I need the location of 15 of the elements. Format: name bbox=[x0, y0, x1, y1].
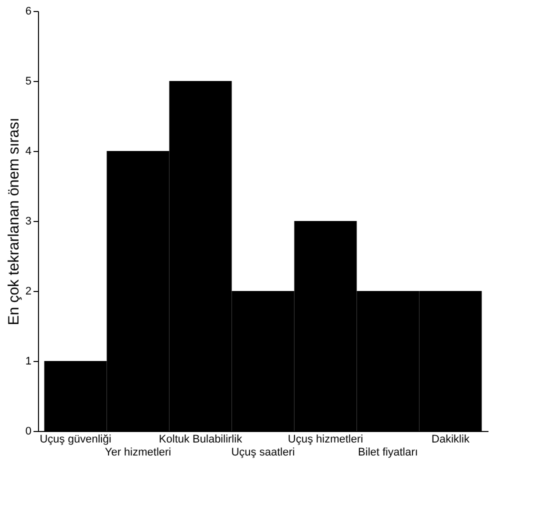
x-tick-label: Uçuş hizmetleri bbox=[288, 434, 364, 446]
y-tick-label: 1 bbox=[25, 356, 32, 368]
y-tick-label: 6 bbox=[25, 6, 32, 18]
x-tick-label: Dakiklik bbox=[432, 434, 470, 446]
y-tick-label: 5 bbox=[25, 76, 32, 88]
y-axis-title: En çok tekrarlanan önem sırası bbox=[5, 118, 22, 326]
x-tick-label: Yer hizmetleri bbox=[104, 446, 172, 458]
x-tick-label: Uçuş güvenliği bbox=[40, 434, 112, 446]
x-tick-label: Bilet fiyatları bbox=[358, 446, 418, 458]
y-tick-label: 0 bbox=[25, 426, 32, 438]
y-tick-label: 3 bbox=[25, 216, 32, 228]
x-tick-label: Uçuş saatleri bbox=[231, 446, 295, 458]
y-tick-label: 2 bbox=[25, 286, 32, 298]
x-tick-label: Koltuk Bulabilirlik bbox=[158, 434, 243, 446]
y-tick-label: 4 bbox=[25, 146, 32, 158]
